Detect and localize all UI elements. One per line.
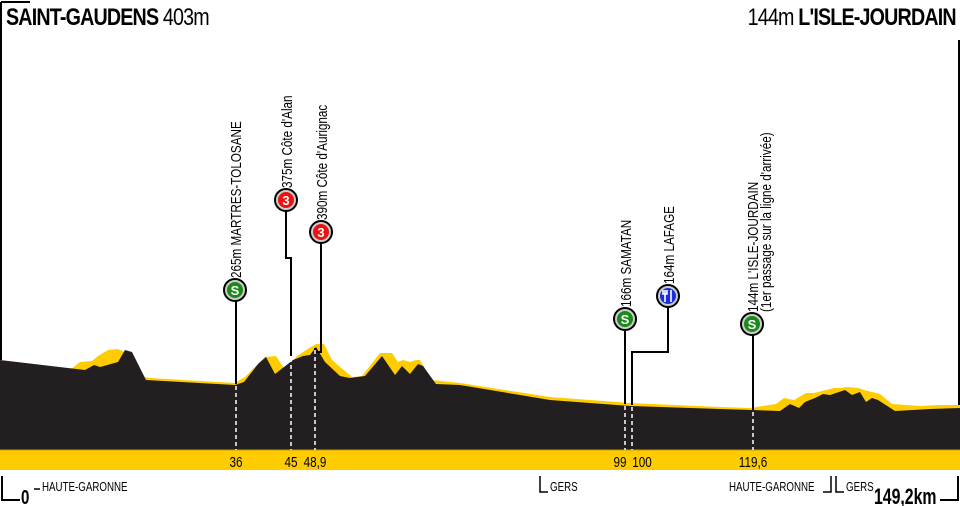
start-km: 0 — [21, 486, 29, 506]
profile-silhouette — [0, 347, 960, 450]
distance-band — [0, 450, 960, 470]
leader-line — [631, 296, 669, 405]
marker-label: 144m L'ISLE-JOURDAIN — [745, 182, 762, 312]
feed-icon — [656, 284, 680, 308]
start-altitude: 403m — [162, 4, 210, 31]
start-tick — [1, 476, 20, 501]
finish-title: 144m L'ISLE-JOURDAIN — [747, 4, 957, 32]
marker-climb: 3 375m Côte d'Alan 45 — [274, 95, 298, 471]
department-label: HAUTE-GARONNE — [729, 481, 815, 495]
marker-sprint: S 265m MARTRES-TOLOSANE 36 — [223, 121, 247, 471]
km-label: 48,9 — [304, 454, 327, 471]
marker-label: 164m LAFAGE — [661, 206, 678, 284]
start-title: SAINT-GAUDENS 403m — [6, 4, 210, 32]
km-label: 36 — [229, 454, 242, 471]
marker-icon-text: 3 — [282, 193, 289, 208]
finish-altitude: 144m — [747, 4, 795, 31]
markers: S 265m MARTRES-TOLOSANE 36 3 375m Côte d'Ala… — [223, 95, 775, 471]
bottom-axis: 0 HAUTE-GARONNE GERS HAUTE-GARONNE GERS … — [1, 476, 959, 506]
marker-label: 166m SAMATAN — [618, 220, 635, 307]
km-label: 99 — [613, 454, 626, 471]
marker-label: 375m Côte d'Alan — [279, 95, 296, 188]
marker-sprint: S 144m L'ISLE-JOURDAIN(1er passage sur la… — [739, 132, 775, 470]
sprint-icon: S — [740, 312, 764, 336]
marker-climb: 3 390m Côte d'Aurignac 48,9 — [304, 104, 333, 471]
leader-line — [314, 232, 322, 353]
marker-icon-text: S — [231, 283, 240, 298]
leader-line — [285, 200, 292, 356]
end-km: 149,2km — [874, 486, 936, 506]
km-label: 119,6 — [739, 454, 767, 471]
climb-icon: 3 — [274, 188, 298, 212]
sprint-icon: S — [613, 307, 637, 331]
department-label: GERS — [846, 481, 874, 495]
marker-icon-text: S — [748, 317, 757, 332]
marker-label-note: (1er passage sur la ligne d'arrivée) — [758, 132, 775, 312]
department-label: GERS — [550, 481, 578, 495]
start-town: SAINT-GAUDENS — [6, 4, 159, 31]
department-boundary — [539, 476, 548, 493]
marker-sprint: S 166m SAMATAN 99 — [613, 220, 637, 471]
marker-icon-text: S — [621, 312, 630, 327]
department-boundary — [823, 476, 832, 493]
department-label: HAUTE-GARONNE — [42, 481, 128, 495]
marker-icon-text: 3 — [317, 225, 324, 240]
marker-label: 390m Côte d'Aurignac — [314, 104, 331, 220]
km-label: 100 — [632, 454, 652, 471]
department-boundary — [835, 476, 844, 493]
sprint-icon: S — [223, 278, 247, 302]
climb-icon: 3 — [309, 220, 333, 244]
end-tick — [940, 476, 959, 501]
km-label: 45 — [284, 454, 297, 471]
finish-town: L'ISLE-JOURDAIN — [798, 4, 957, 31]
marker-label: 265m MARTRES-TOLOSANE — [228, 121, 245, 278]
marker-feed: 164m LAFAGE 100 — [631, 206, 680, 471]
